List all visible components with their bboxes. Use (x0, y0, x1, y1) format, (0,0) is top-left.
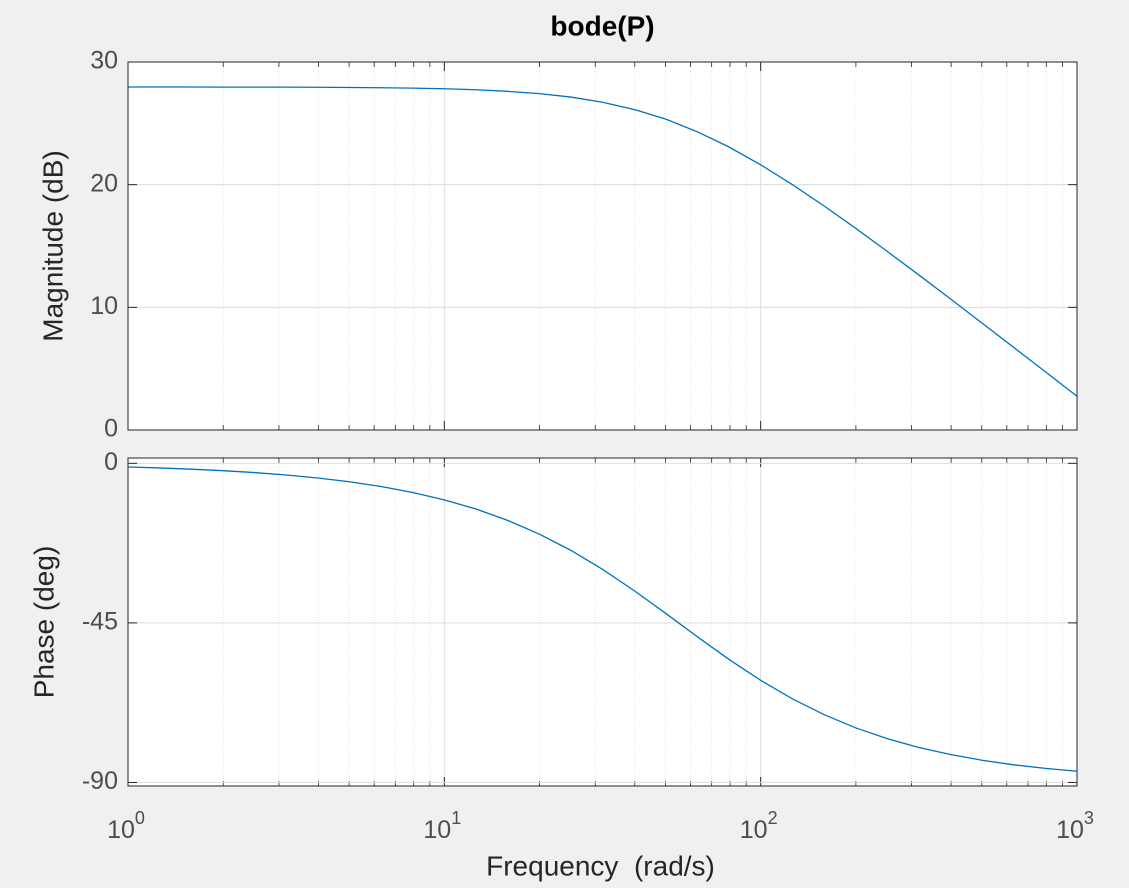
x-tick-label: 101 (423, 808, 461, 844)
y-tick-label: -90 (82, 767, 118, 795)
y-tick-label: -45 (82, 607, 118, 635)
x-tick-base: 10 (107, 816, 135, 844)
x-tick-exponent: 3 (1084, 808, 1094, 828)
plot-frame (127, 61, 1078, 431)
x-tick-exponent: 1 (451, 808, 461, 828)
x-tick-base: 10 (423, 816, 451, 844)
plot-area (128, 458, 1077, 786)
x-axis-label: Frequency (rad/s) (486, 850, 715, 881)
x-tick-base: 10 (740, 816, 768, 844)
y-tick-label: 20 (90, 169, 118, 197)
x-tick-label: 100 (107, 808, 145, 844)
x-tick-exponent: 2 (768, 808, 778, 828)
y-axis-label: Phase (deg) (28, 546, 59, 699)
y-tick-label: 0 (104, 415, 118, 443)
x-tick-base: 10 (1056, 816, 1084, 844)
x-tick-exponent: 0 (135, 808, 145, 828)
data-line (127, 466, 1078, 772)
y-tick-label: 0 (104, 448, 118, 476)
plot-frame (127, 457, 1078, 787)
y-tick-label: 30 (90, 47, 118, 75)
data-line (128, 86, 1078, 397)
plot-area (128, 62, 1077, 430)
x-tick-label: 102 (740, 808, 778, 844)
x-tick-label: 103 (1056, 808, 1094, 844)
chart-title: bode(P) (550, 10, 654, 41)
y-tick-label: 10 (90, 292, 118, 320)
y-axis-label: Magnitude (dB) (37, 150, 68, 341)
